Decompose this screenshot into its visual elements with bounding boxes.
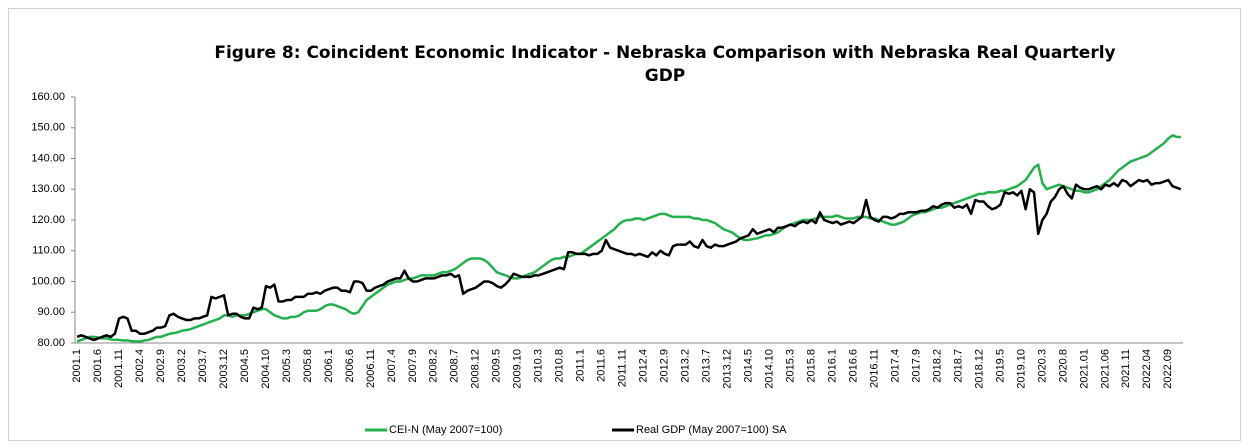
x-tick-label: 2009.10	[512, 349, 524, 389]
x-tick-label: 2008.7	[449, 349, 461, 383]
x-tick-label: 2018.12	[973, 349, 985, 389]
y-tick-label: 90.00	[37, 306, 65, 318]
x-tick-label: 2020.8	[1057, 349, 1069, 383]
x-tick-label: 2019.10	[1015, 349, 1027, 389]
x-tick-label: 2008.12	[470, 349, 482, 389]
x-tick-label: 2017.4	[889, 349, 901, 383]
x-tick-label: 2015.3	[784, 349, 796, 383]
y-tick-label: 100.00	[31, 275, 65, 287]
chart-title-line2: GDP	[645, 66, 686, 86]
x-tick-label: 2022.04	[1141, 349, 1153, 389]
x-tick-label: 2009.5	[491, 349, 503, 383]
x-tick-label: 2011.6	[596, 349, 608, 382]
chart-title: Figure 8: Coincident Economic Indicator …	[214, 43, 1115, 63]
y-tick-label: 130.00	[31, 183, 65, 195]
x-tick-label: 2020.3	[1036, 349, 1048, 383]
x-tick-label: 2004.10	[260, 349, 272, 389]
x-tick-label: 2005.3	[281, 349, 293, 383]
x-tick-label: 2008.2	[428, 349, 440, 383]
x-tick-label: 2005.8	[302, 349, 314, 383]
x-tick-label: 2018.7	[952, 349, 964, 383]
x-tick-label: 2001.11	[113, 349, 125, 388]
y-tick-label: 120.00	[31, 214, 65, 226]
x-tick-label: 2012.4	[638, 349, 650, 383]
chart-border	[8, 8, 1241, 441]
x-tick-label: 2001.1	[71, 349, 83, 383]
x-tick-label: 2013.7	[701, 349, 713, 383]
y-tick-label: 140.00	[31, 152, 65, 164]
x-tick-label: 2001.6	[92, 349, 104, 383]
x-tick-label: 2011.11	[617, 349, 629, 387]
legend-label: Real GDP (May 2007=100) SA	[636, 424, 787, 436]
x-tick-label: 2010.8	[554, 349, 566, 383]
x-tick-label: 2021.06	[1099, 349, 1111, 389]
series-line	[76, 178, 1182, 342]
x-tick-label: 2003.2	[176, 349, 188, 383]
y-tick-label: 110.00	[32, 245, 65, 257]
x-tick-label: 2015.8	[805, 349, 817, 383]
x-tick-label: 2006.11	[365, 349, 377, 388]
x-tick-label: 2002.4	[134, 349, 146, 383]
legend-label: CEI-N (May 2007=100)	[389, 424, 502, 436]
x-tick-label: 2006.6	[344, 349, 356, 383]
x-tick-label: 2011.1	[575, 349, 587, 382]
x-tick-label: 2013.12	[722, 349, 734, 389]
series-line	[76, 134, 1181, 343]
x-tick-label: 2006.1	[323, 349, 335, 383]
x-tick-label: 2018.2	[931, 349, 943, 383]
x-tick-label: 2003.12	[218, 349, 230, 389]
x-tick-label: 2014.5	[743, 349, 755, 383]
x-tick-label: 2013.2	[680, 349, 692, 383]
x-tick-label: 2021.01	[1078, 349, 1090, 389]
x-tick-label: 2004.5	[239, 349, 251, 383]
x-tick-label: 2021.11	[1120, 349, 1132, 388]
x-tick-label: 2010.3	[533, 349, 545, 383]
x-tick-label: 2022.09	[1162, 349, 1174, 389]
x-tick-label: 2012.9	[659, 349, 671, 383]
x-tick-label: 2007.9	[407, 349, 419, 383]
x-tick-label: 2016.6	[847, 349, 859, 383]
y-tick-label: 160.00	[31, 91, 65, 103]
x-tick-label: 2002.9	[155, 349, 167, 383]
x-tick-label: 2019.5	[994, 349, 1006, 383]
y-tick-label: 80.00	[37, 337, 65, 349]
y-tick-label: 150.00	[31, 122, 65, 134]
x-tick-label: 2014.10	[764, 349, 776, 389]
x-tick-label: 2017.9	[910, 349, 922, 383]
x-tick-label: 2016.11	[868, 349, 880, 388]
x-tick-label: 2016.1	[826, 349, 838, 383]
x-tick-label: 2007.4	[386, 349, 398, 383]
x-tick-label: 2003.7	[197, 349, 209, 383]
